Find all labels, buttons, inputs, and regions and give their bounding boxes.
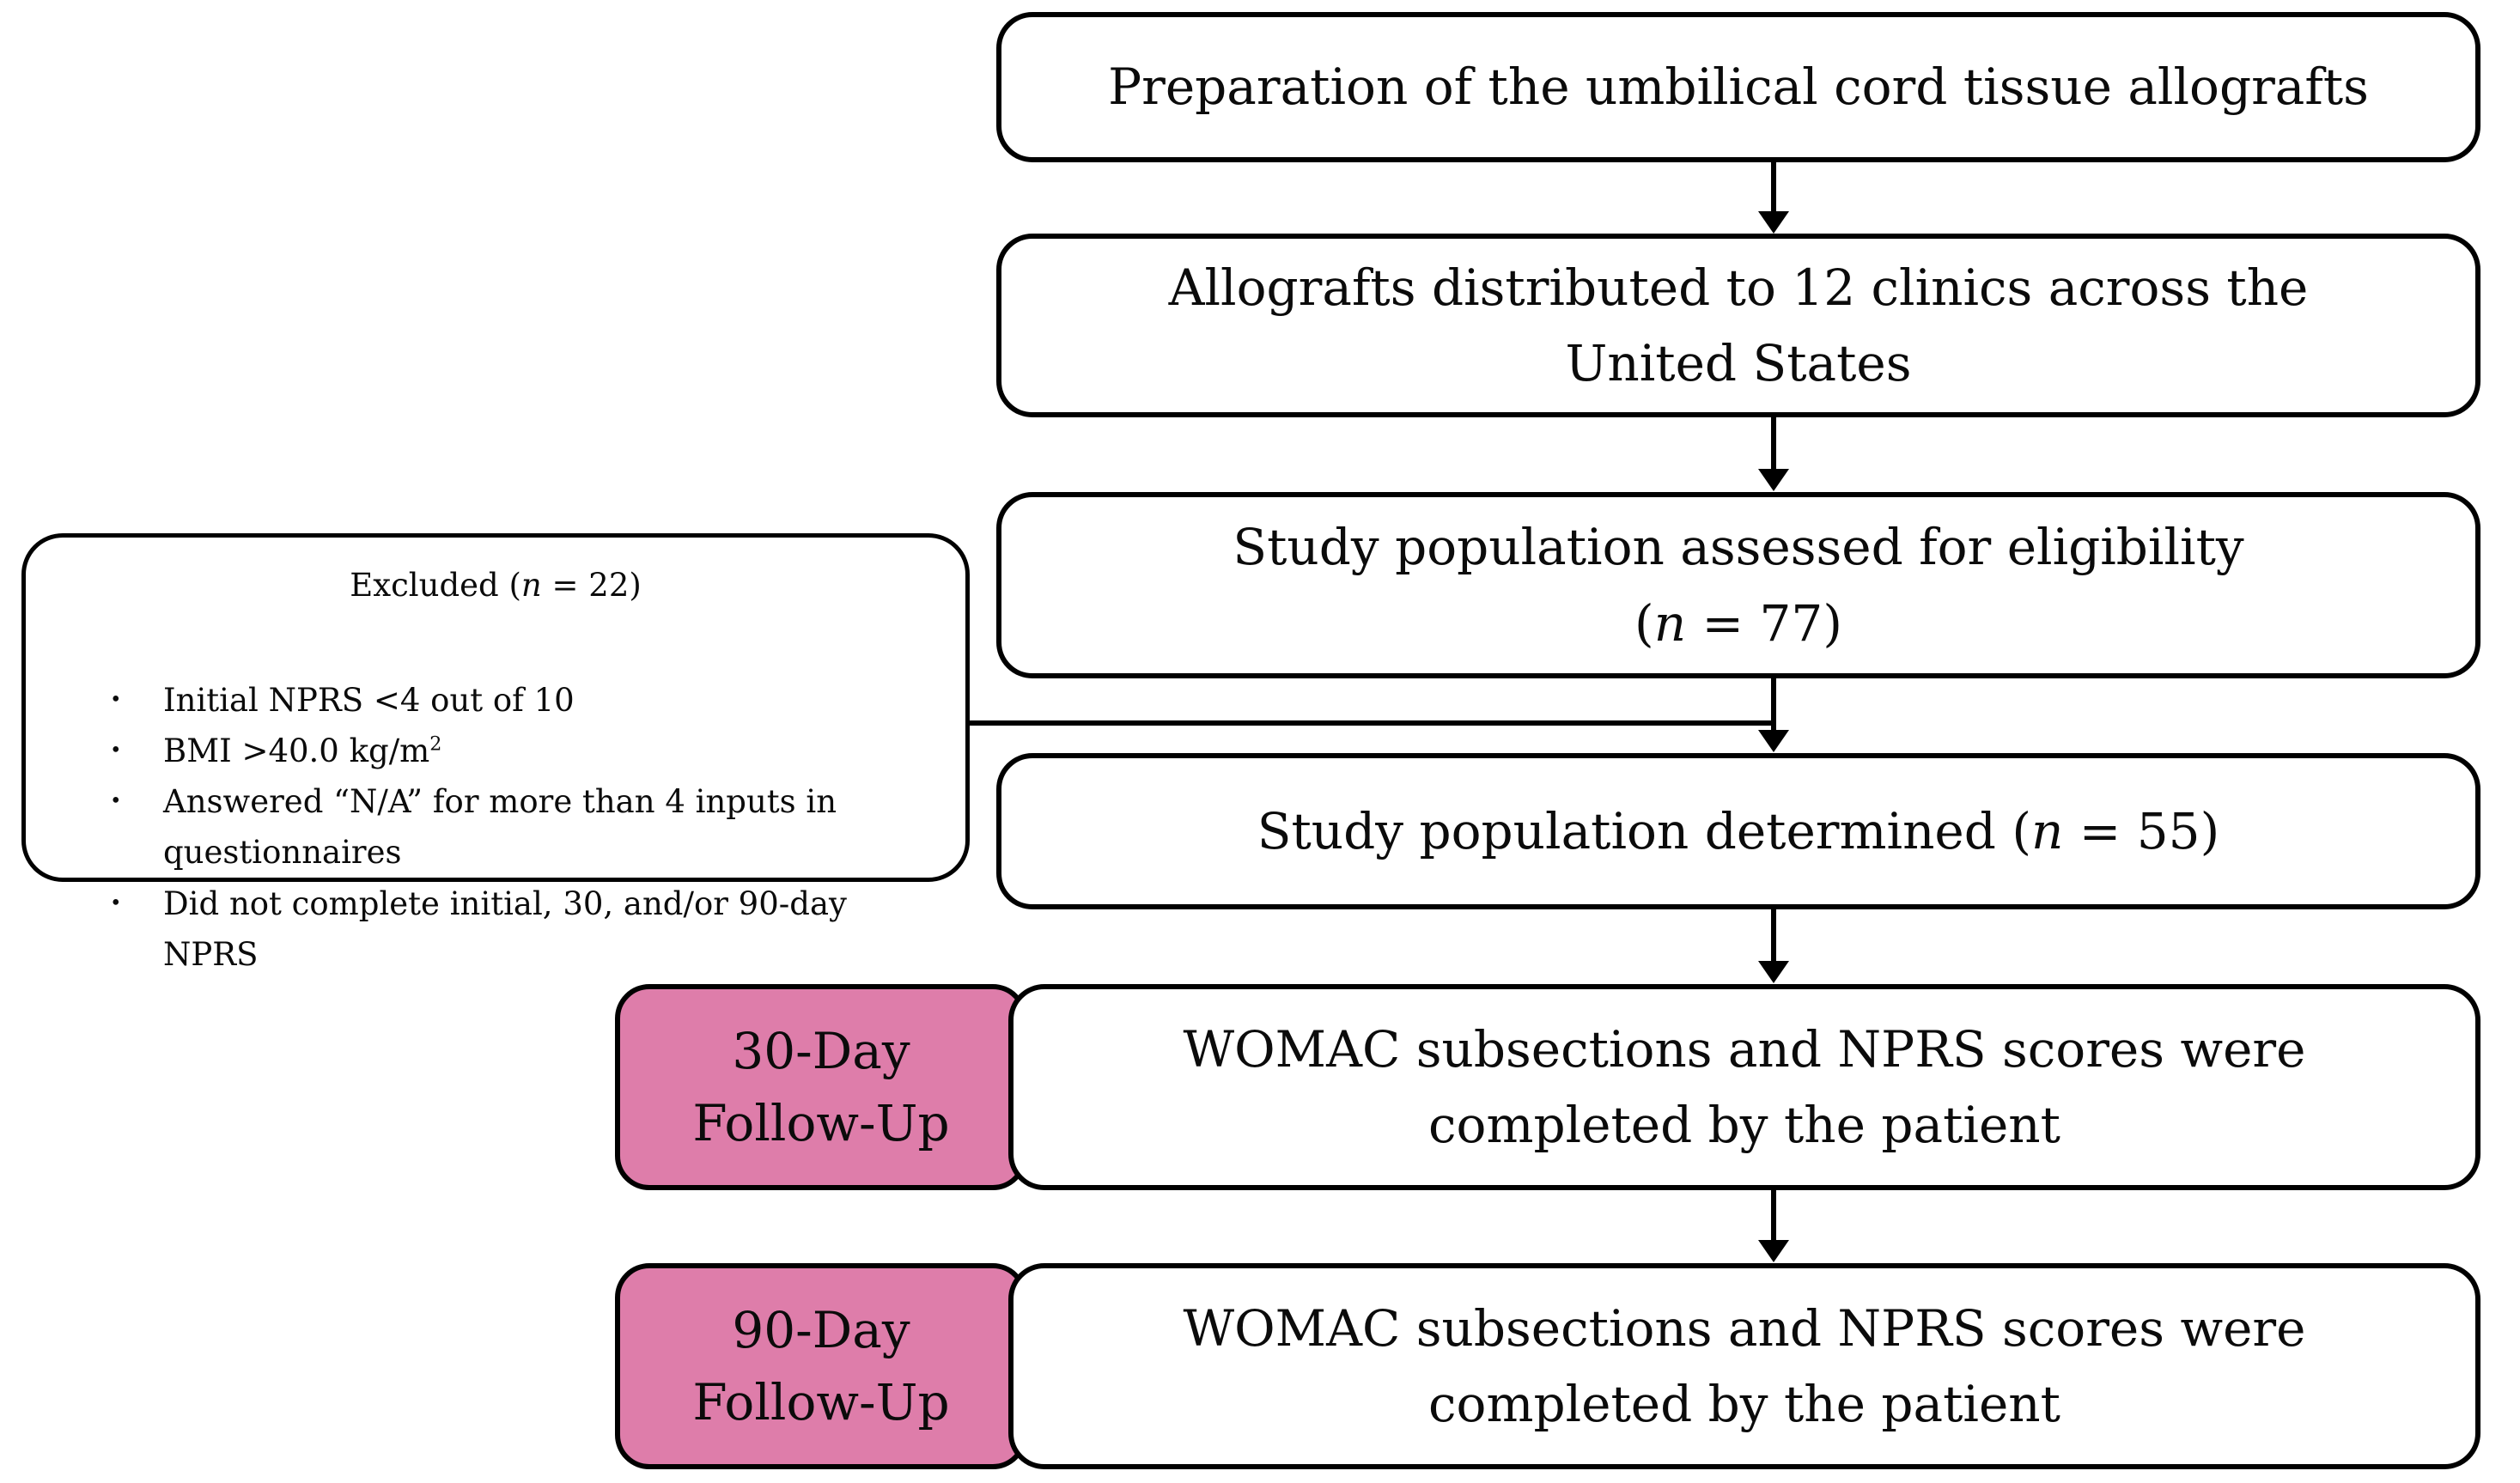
down-arrow-4-head-icon [1758,961,1789,983]
tag-30-day-follow-up: 30-Day Follow-Up [615,984,1027,1190]
down-arrow-2-line [1771,417,1776,471]
flow-box-womac-30-line1: WOMAC subsections and NPRS scores were [1183,1019,2306,1079]
tag-90-day-follow-up: 90-Day Follow-Up [615,1263,1027,1469]
flow-box-distribution: Allografts distributed to 12 clinics acr… [996,234,2480,417]
exclusion-item: • Did not complete initial, 30, and/or 90… [110,878,931,980]
flow-box-womac-30: WOMAC subsections and NPRS scores were c… [1008,984,2480,1190]
flow-box-eligibility: Study population assessed for eligibilit… [996,492,2480,678]
tag-30-day-line1: 30-Day [732,1021,910,1080]
bullet-icon: • [110,738,122,762]
flow-box-womac-30-line2: completed by the patient [1428,1096,2060,1154]
bullet-icon: • [110,688,122,711]
flow-box-eligibility-line2: (n = 77) [1634,593,1842,653]
down-arrow-3-head-icon [1758,730,1789,752]
exclusion-list: • Initial NPRS <4 out of 10 • BMI >40.0 kg… [60,675,931,980]
flow-box-womac-90-line1: WOMAC subsections and NPRS scores were [1183,1298,2306,1358]
flow-box-preparation: Preparation of the umbilical cord tissue… [996,12,2480,162]
flow-box-distribution-line2: United States [1565,334,1912,392]
exclusion-box: Excluded (n = 22) • Initial NPRS <4 out o… [21,533,970,973]
down-arrow-1-head-icon [1758,211,1789,234]
flow-box-preparation-text: Preparation of the umbilical cord tissue… [1108,58,2369,117]
exclusion-connector-line [967,720,1774,726]
flow-box-determined-text: Study population determined (n = 55) [1257,801,2220,860]
down-arrow-4-line [1771,909,1776,963]
flow-box-womac-90-line2: completed by the patient [1428,1375,2060,1433]
flow-box-determined: Study population determined (n = 55) [996,753,2480,909]
down-arrow-5-line [1771,1190,1776,1243]
down-arrow-1-line [1771,162,1776,216]
flow-box-eligibility-line1: Study population assessed for eligibilit… [1233,518,2244,577]
tag-30-day-line2: Follow-Up [692,1094,950,1152]
exclusion-item: • BMI >40.0 kg/m2 [110,726,931,776]
bullet-icon: • [110,790,122,813]
exclusion-item: • Answered “N/A” for more than 4 inputs i… [110,776,931,878]
exclusion-header: Excluded (n = 22) [350,567,642,604]
bullet-icon: • [110,891,122,915]
down-arrow-3-line [1771,678,1776,733]
exclusion-item: • Initial NPRS <4 out of 10 [110,675,931,726]
flow-box-womac-90: WOMAC subsections and NPRS scores were c… [1008,1263,2480,1469]
tag-90-day-line1: 90-Day [732,1300,910,1359]
down-arrow-5-head-icon [1758,1240,1789,1262]
flow-box-distribution-line1: Allografts distributed to 12 clinics acr… [1168,258,2309,317]
down-arrow-2-head-icon [1758,469,1789,491]
tag-90-day-line2: Follow-Up [692,1373,950,1431]
